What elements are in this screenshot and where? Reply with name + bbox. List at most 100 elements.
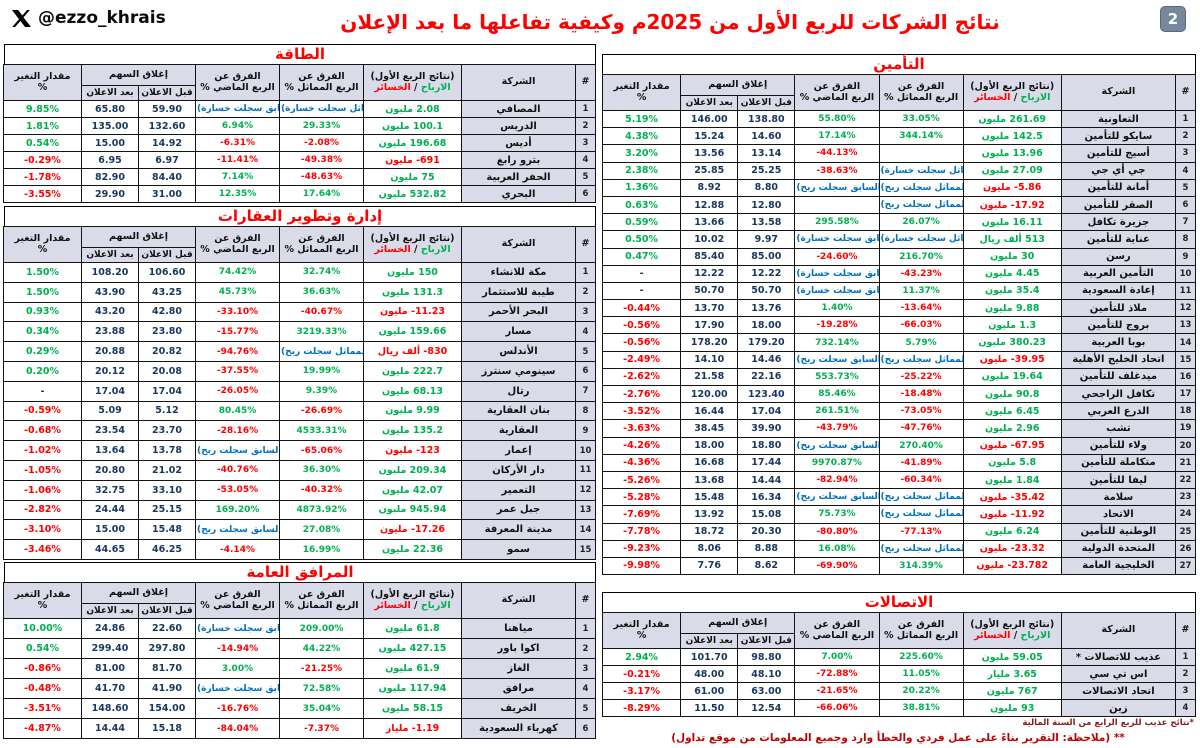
section-real-estate: إدارة وتطوير العقارات # الشركة (نتائج الربع… (2, 206, 596, 560)
close-before: 48.10 (737, 665, 796, 683)
company-name: إعمار (461, 440, 576, 461)
diff-similar: (الربع المماثل سجلت خسارة) (878, 161, 964, 180)
close-before: 132.60 (138, 117, 196, 135)
diff-similar: (الربع المماثل سجلت ربح) (878, 178, 964, 197)
close-after: 299.40 (80, 638, 140, 659)
diff-previous: (الربع السابق سجلت خسارة) (195, 678, 280, 699)
close-after: 85.40 (680, 247, 739, 266)
col-header-diff-previous: الفرق عن الربع الماضي % (195, 64, 280, 101)
company-name: تشب (1060, 419, 1176, 438)
close-before: 31.00 (138, 185, 196, 203)
close-before: 18.00 (737, 316, 796, 335)
change-percent: -0.29% (2, 151, 82, 169)
utilities-table: # الشركة (نتائج الربع الأول) الارباح / الخس… (2, 582, 596, 739)
close-before: 15.48 (138, 519, 196, 541)
diff-similar: 270.40% (878, 436, 964, 455)
close-after: 24.86 (80, 618, 140, 639)
result-value: 1.3 مليون (962, 316, 1062, 335)
col-header-results: (نتائج الربع الأول) الارباح / الخسائر (363, 64, 462, 101)
close-before: 179.20 (737, 333, 796, 352)
result-value: 117.94 مليون (363, 678, 462, 699)
close-after: 14.10 (680, 350, 739, 369)
table-row: 3 الغاز 61.9 مليون -21.25% 3.00% 81.70 81.00 -0… (2, 658, 596, 679)
close-before: 297.80 (138, 638, 196, 659)
company-name: سمو (461, 539, 576, 560)
table-row: 4 مسار 159.66 مليون 3219.33% -15.77% 23.80 23.… (2, 321, 596, 343)
table-row: 7 جزيرة تكافل 16.11 مليون 26.07% 295.58% 13.5… (601, 213, 1197, 232)
result-value: 17.92- مليون (962, 195, 1062, 215)
col-header-close-after: بعد الاعلان (80, 85, 140, 101)
diff-previous: 7.14% (195, 168, 280, 186)
result-value: 142.5 مليون (962, 127, 1062, 146)
close-before: 23.80 (138, 321, 196, 343)
row-number: 18 (1174, 402, 1197, 421)
result-value: 380.23 مليون (962, 333, 1062, 352)
close-after: 25.85 (680, 161, 739, 180)
diff-similar: 314.39% (878, 556, 964, 576)
col-header-diff-previous: الفرق عن الربع الماضي % (195, 226, 280, 263)
diff-similar: 11.05% (878, 665, 964, 683)
result-value: 5.8 مليون (962, 453, 1062, 472)
result-value: 13.96 مليون (962, 144, 1062, 163)
close-after: 108.20 (80, 262, 140, 283)
result-value: 35.4 مليون (962, 281, 1062, 301)
row-number: 7 (575, 380, 596, 402)
change-percent: -3.52% (601, 402, 682, 421)
col-header-close-after: بعد الاعلان (80, 603, 140, 619)
close-after: 20.12 (80, 360, 140, 382)
author-handle[interactable]: @ezzo_khrais (12, 8, 166, 28)
company-name: جزيرة تكافل (1060, 213, 1176, 232)
result-value: 6.45 مليون (962, 402, 1062, 421)
result-value: 23.782- مليون (962, 556, 1062, 576)
company-name: سايكو للتأمين (1060, 127, 1176, 146)
result-value: 1.84 مليون (962, 470, 1062, 490)
diff-previous: -26.05% (195, 380, 280, 402)
diff-previous: 75.73% (794, 505, 880, 524)
diff-similar: -2.08% (279, 134, 364, 152)
close-after: 12.88 (680, 195, 739, 215)
diff-previous: (الربع السابق سجلت خسارة) (794, 281, 880, 301)
diff-previous: 9970.87% (794, 453, 880, 472)
diff-similar: 44.22% (279, 638, 364, 659)
diff-previous: -33.10% (195, 301, 280, 323)
col-header-close-before: قبل الاعلان (138, 603, 196, 619)
result-value: 59.05 مليون (962, 648, 1062, 666)
diff-similar: 20.22% (878, 682, 964, 700)
close-after: 18.72 (680, 522, 739, 541)
table-row: 3 أديس 196.68 مليون -2.08% -6.31% 14.92 15.00 0… (2, 134, 596, 152)
table-row: 1 عذيب للاتصالات * 59.05 مليون 225.60% 7.00%… (601, 648, 1197, 666)
diff-similar: -26.69% (279, 400, 364, 422)
close-after: 14.44 (80, 718, 140, 739)
change-percent: -7.78% (601, 522, 682, 541)
table-row: 8 بنان العقارية 9.99 مليون -26.69% 80.45% 5.1… (2, 400, 596, 422)
row-number: 4 (1174, 699, 1197, 717)
change-percent: -0.68% (2, 420, 82, 442)
close-before: 13.14 (737, 144, 796, 163)
change-percent: -8.29% (601, 699, 682, 717)
close-after: 43.90 (80, 281, 140, 303)
result-value: 93 مليون (962, 699, 1062, 717)
col-header-change: مقدار التغير% (601, 612, 682, 649)
result-value: 27.09 مليون (962, 161, 1062, 180)
company-name: تكافل الراجحي (1060, 384, 1176, 404)
diff-similar: -13.64% (878, 299, 964, 318)
diff-previous: -94.76% (195, 341, 280, 362)
close-before: 59.90 (138, 100, 196, 118)
close-after: 41.70 (80, 678, 140, 699)
close-before: 123.40 (737, 384, 796, 404)
result-value: 222.7 مليون (363, 360, 462, 382)
result-value: 100.1 مليون (363, 117, 462, 135)
diff-previous: (الربع السابق سجلت ربح) (195, 440, 280, 461)
row-number: 3 (1174, 144, 1197, 163)
close-before: 33.10 (138, 479, 196, 501)
close-after: 50.70 (680, 281, 739, 301)
diff-previous: (الربع السابق سجلت ربح) (794, 178, 880, 197)
table-row: 9 رسن 30 مليون 216.70% -24.60% 85.00 85.40 0.47… (601, 247, 1197, 266)
result-value: 135.2 مليون (363, 420, 462, 442)
table-row: 7 رتال 68.13 مليون 9.39% -26.05% 17.04 17.04- (2, 380, 596, 402)
table-row: 5 الخريف 58.15 مليون 35.04% -16.76% 154.00 148… (2, 698, 596, 719)
